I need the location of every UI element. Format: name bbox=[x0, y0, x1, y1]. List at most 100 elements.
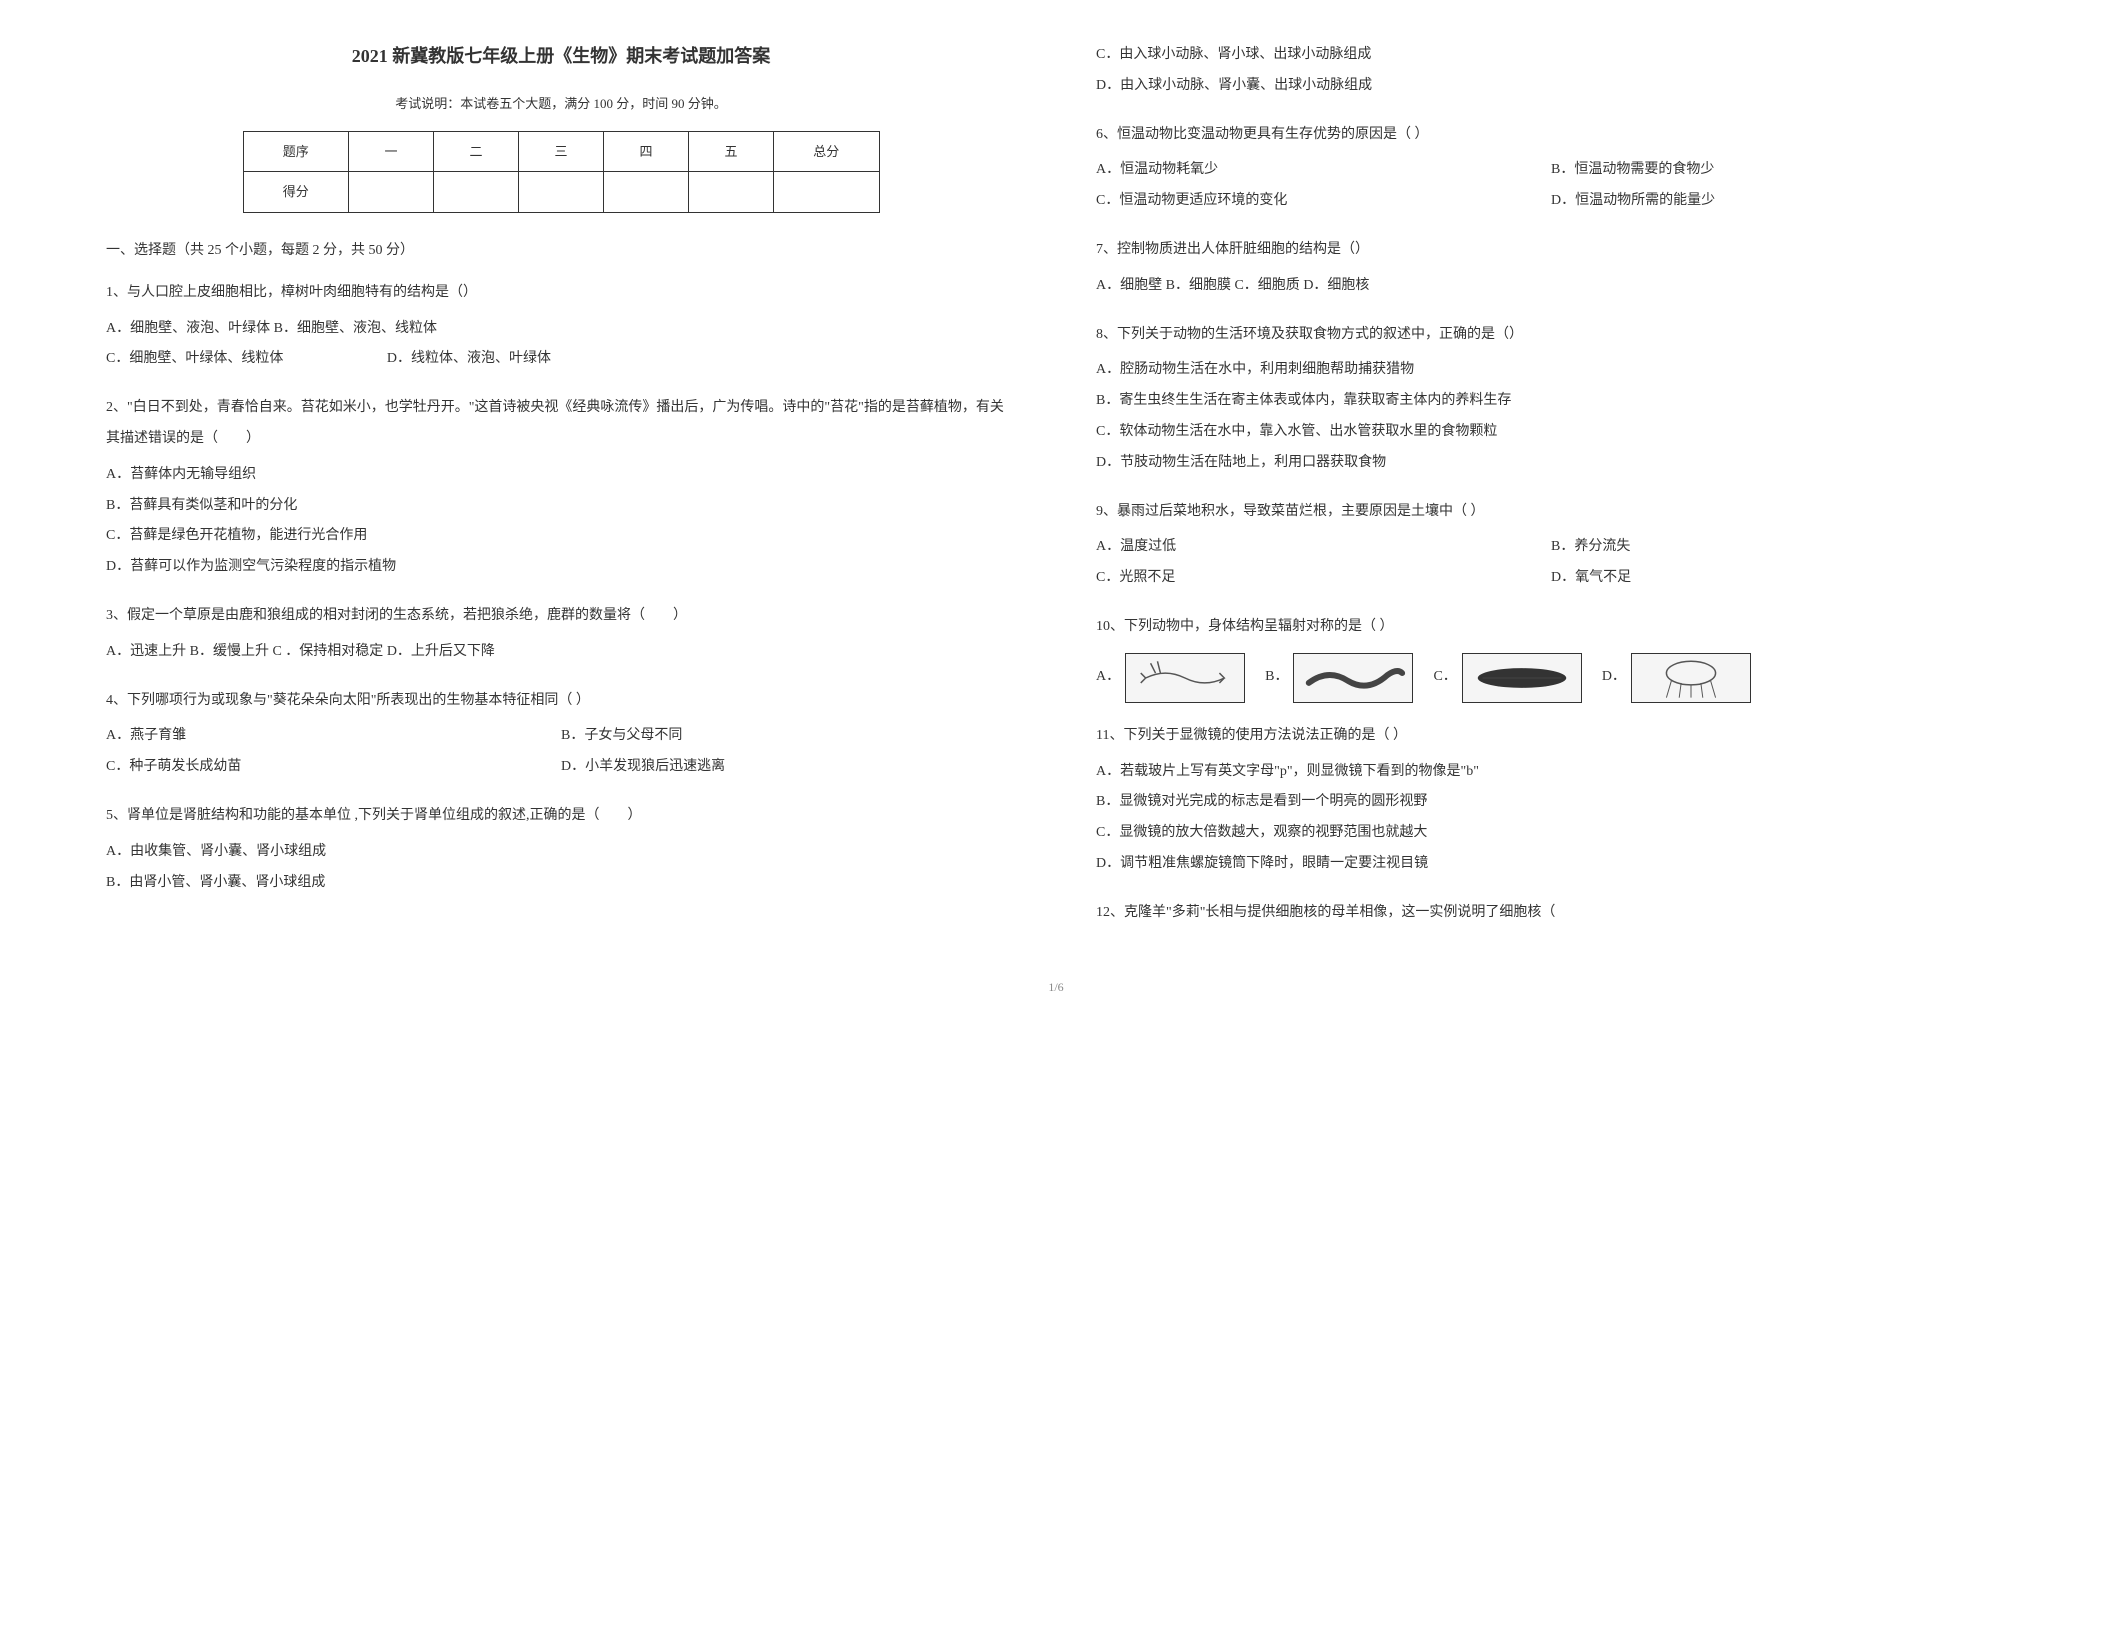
q6-optD: D．恒温动物所需的能量少 bbox=[1551, 186, 1715, 217]
q2-optB: B．苔藓具有类似茎和叶的分化 bbox=[106, 491, 1016, 522]
q6-options: A．恒温动物耗氧少 B．恒温动物需要的食物少 C．恒温动物更适应环境的变化 D．… bbox=[1096, 155, 2006, 217]
score-cell bbox=[348, 172, 433, 212]
table-header-row: 题序 一 二 三 四 五 总分 bbox=[243, 131, 879, 171]
q7-optB: B．细胞膜 bbox=[1166, 278, 1231, 293]
question-5: 5、肾单位是肾脏结构和功能的基本单位 ,下列关于肾单位组成的叙述,正确的是（ ）… bbox=[106, 801, 1016, 898]
q4-optB: B．子女与父母不同 bbox=[561, 721, 682, 752]
q9-optA: A．温度过低 bbox=[1096, 532, 1551, 563]
q3-optC: C ．保持相对稳定 bbox=[272, 644, 383, 659]
q8-optB: B．寄生虫终生生活在寄主体表或体内，靠获取寄主体内的养料生存 bbox=[1096, 386, 2006, 417]
q11-text: 11、下列关于显微镜的使用方法说法正确的是（ ） bbox=[1096, 721, 2006, 752]
q1-optB: B．细胞壁、液泡、线粒体 bbox=[274, 321, 437, 336]
worm-icon bbox=[1294, 653, 1412, 703]
q5-text: 5、肾单位是肾脏结构和功能的基本单位 ,下列关于肾单位组成的叙述,正确的是（ ） bbox=[106, 801, 1016, 832]
q10-optD: D． bbox=[1602, 662, 1626, 693]
q10-imgB bbox=[1293, 653, 1413, 703]
q1-optC: C．细胞壁、叶绿体、线粒体 bbox=[106, 351, 283, 366]
q4-optC: C．种子萌发长成幼苗 bbox=[106, 752, 561, 783]
jellyfish-icon bbox=[1632, 653, 1750, 703]
right-column: C．由入球小动脉、肾小球、出球小动脉组成 D．由入球小动脉、肾小囊、出球小动脉组… bbox=[1096, 40, 2006, 947]
exam-note: 考试说明：本试卷五个大题，满分 100 分，时间 90 分钟。 bbox=[106, 92, 1016, 115]
q10-optC: C． bbox=[1433, 662, 1456, 693]
q10-optC-wrapper: C． bbox=[1433, 653, 1581, 703]
q2-options: A．苔藓体内无输导组织 B．苔藓具有类似茎和叶的分化 C．苔藓是绿色开花植物，能… bbox=[106, 460, 1016, 583]
score-cell bbox=[518, 172, 603, 212]
header-cell: 五 bbox=[688, 131, 773, 171]
q1-options: A．细胞壁、液泡、叶绿体 B．细胞壁、液泡、线粒体 C．细胞壁、叶绿体、线粒体 … bbox=[106, 314, 1016, 376]
q8-optD: D．节肢动物生活在陆地上，利用口器获取食物 bbox=[1096, 448, 2006, 479]
q10-text: 10、下列动物中，身体结构呈辐射对称的是（ ） bbox=[1096, 612, 2006, 643]
q10-image-options: A． B． C． bbox=[1096, 653, 2006, 703]
header-cell: 总分 bbox=[773, 131, 879, 171]
q7-options: A．细胞壁 B．细胞膜 C．细胞质 D．细胞核 bbox=[1096, 271, 2006, 302]
question-6: 6、恒温动物比变温动物更具有生存优势的原因是（ ） A．恒温动物耗氧少 B．恒温… bbox=[1096, 120, 2006, 217]
leech-icon bbox=[1463, 653, 1581, 703]
q2-text: 2、"白日不到处，青春恰自来。苔花如米小，也学牡丹开。"这首诗被央视《经典咏流传… bbox=[106, 393, 1016, 455]
q1-optD: D．线粒体、液泡、叶绿体 bbox=[387, 351, 551, 366]
q3-optD: D．上升后又下降 bbox=[387, 644, 495, 659]
q10-optA-wrapper: A． bbox=[1096, 653, 1245, 703]
header-cell: 三 bbox=[518, 131, 603, 171]
score-cell bbox=[603, 172, 688, 212]
q11-optB: B．显微镜对光完成的标志是看到一个明亮的圆形视野 bbox=[1096, 787, 2006, 818]
q5-optA: A．由收集管、肾小囊、肾小球组成 bbox=[106, 837, 1016, 868]
header-cell: 二 bbox=[433, 131, 518, 171]
question-5-cont: C．由入球小动脉、肾小球、出球小动脉组成 D．由入球小动脉、肾小囊、出球小动脉组… bbox=[1096, 40, 2006, 102]
q10-optD-wrapper: D． bbox=[1602, 653, 1751, 703]
question-4: 4、下列哪项行为或现象与"葵花朵朵向太阳"所表现出的生物基本特征相同（ ） A．… bbox=[106, 686, 1016, 783]
q9-options: A．温度过低 B．养分流失 C．光照不足 D．氧气不足 bbox=[1096, 532, 2006, 594]
q7-optC: C．细胞质 bbox=[1234, 278, 1299, 293]
left-column: 2021 新冀教版七年级上册《生物》期末考试题加答案 考试说明：本试卷五个大题，… bbox=[106, 40, 1016, 947]
score-cell bbox=[688, 172, 773, 212]
q11-options: A．若载玻片上写有英文字母"p"，则显微镜下看到的物像是"b" B．显微镜对光完… bbox=[1096, 757, 2006, 880]
header-cell: 题序 bbox=[243, 131, 348, 171]
question-11: 11、下列关于显微镜的使用方法说法正确的是（ ） A．若载玻片上写有英文字母"p… bbox=[1096, 721, 2006, 880]
q3-optA: A．迅速上升 bbox=[106, 644, 186, 659]
q4-options: A．燕子育雏 B．子女与父母不同 C．种子萌发长成幼苗 D．小羊发现狼后迅速逃离 bbox=[106, 721, 1016, 783]
question-8: 8、下列关于动物的生活环境及获取食物方式的叙述中，正确的是（） A．腔肠动物生活… bbox=[1096, 320, 2006, 479]
table-score-row: 得分 bbox=[243, 172, 879, 212]
question-10: 10、下列动物中，身体结构呈辐射对称的是（ ） A． B． bbox=[1096, 612, 2006, 703]
q12-text: 12、克隆羊"多莉"长相与提供细胞核的母羊相像，这一实例说明了细胞核（ bbox=[1096, 898, 2006, 929]
score-cell bbox=[773, 172, 879, 212]
q5-optC: C．由入球小动脉、肾小球、出球小动脉组成 bbox=[1096, 40, 2006, 71]
q10-optB-wrapper: B． bbox=[1265, 653, 1413, 703]
q6-optB: B．恒温动物需要的食物少 bbox=[1551, 155, 1714, 186]
question-2: 2、"白日不到处，青春恰自来。苔花如米小，也学牡丹开。"这首诗被央视《经典咏流传… bbox=[106, 393, 1016, 583]
q2-optA: A．苔藓体内无输导组织 bbox=[106, 460, 1016, 491]
question-7: 7、控制物质进出人体肝脏细胞的结构是（） A．细胞壁 B．细胞膜 C．细胞质 D… bbox=[1096, 235, 2006, 302]
q8-options: A．腔肠动物生活在水中，利用刺细胞帮助捕获猎物 B．寄生虫终生生活在寄主体表或体… bbox=[1096, 355, 2006, 478]
q1-text: 1、与人口腔上皮细胞相比，樟树叶肉细胞特有的结构是（） bbox=[106, 278, 1016, 309]
q9-optC: C．光照不足 bbox=[1096, 563, 1551, 594]
q3-optB: B．缓慢上升 bbox=[190, 644, 269, 659]
section-header: 一、选择题（共 25 个小题，每题 2 分，共 50 分） bbox=[106, 238, 1016, 263]
q11-optD: D．调节粗准焦螺旋镜筒下降时，眼睛一定要注视目镜 bbox=[1096, 849, 2006, 880]
q10-imgD bbox=[1631, 653, 1751, 703]
score-cell: 得分 bbox=[243, 172, 348, 212]
shrimp-icon bbox=[1126, 653, 1244, 703]
q8-optA: A．腔肠动物生活在水中，利用刺细胞帮助捕获猎物 bbox=[1096, 355, 2006, 386]
q11-optC: C．显微镜的放大倍数越大，观察的视野范围也就越大 bbox=[1096, 818, 2006, 849]
q8-optC: C．软体动物生活在水中，靠入水管、出水管获取水里的食物颗粒 bbox=[1096, 417, 2006, 448]
page-number: 1/6 bbox=[60, 977, 2052, 999]
q10-imgA bbox=[1125, 653, 1245, 703]
q6-optC: C．恒温动物更适应环境的变化 bbox=[1096, 186, 1551, 217]
q7-text: 7、控制物质进出人体肝脏细胞的结构是（） bbox=[1096, 235, 2006, 266]
q8-text: 8、下列关于动物的生活环境及获取食物方式的叙述中，正确的是（） bbox=[1096, 320, 2006, 351]
header-cell: 一 bbox=[348, 131, 433, 171]
q9-optD: D．氧气不足 bbox=[1551, 563, 1631, 594]
q9-optB: B．养分流失 bbox=[1551, 532, 1630, 563]
q3-options: A．迅速上升 B．缓慢上升 C ．保持相对稳定 D．上升后又下降 bbox=[106, 637, 1016, 668]
q4-optD: D．小羊发现狼后迅速逃离 bbox=[561, 752, 725, 783]
question-12: 12、克隆羊"多莉"长相与提供细胞核的母羊相像，这一实例说明了细胞核（ bbox=[1096, 898, 2006, 929]
q7-optA: A．细胞壁 bbox=[1096, 278, 1162, 293]
q1-optA: A．细胞壁、液泡、叶绿体 bbox=[106, 321, 270, 336]
score-table: 题序 一 二 三 四 五 总分 得分 bbox=[243, 131, 880, 213]
q5-optD: D．由入球小动脉、肾小囊、出球小动脉组成 bbox=[1096, 71, 2006, 102]
q6-optA: A．恒温动物耗氧少 bbox=[1096, 155, 1551, 186]
q5-options: A．由收集管、肾小囊、肾小球组成 B．由肾小管、肾小囊、肾小球组成 bbox=[106, 837, 1016, 899]
q5-optB: B．由肾小管、肾小囊、肾小球组成 bbox=[106, 868, 1016, 899]
score-cell bbox=[433, 172, 518, 212]
q10-optB: B． bbox=[1265, 662, 1288, 693]
header-cell: 四 bbox=[603, 131, 688, 171]
